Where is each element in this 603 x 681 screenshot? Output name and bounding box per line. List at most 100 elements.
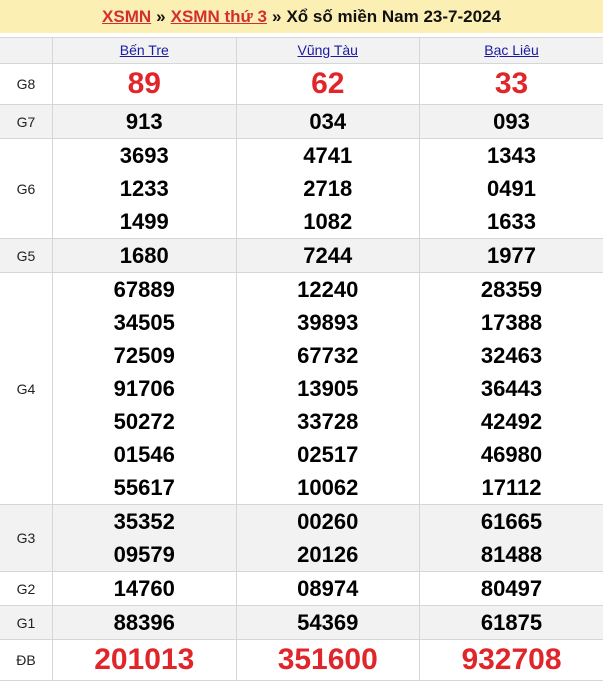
prize-number: 20126 [237, 538, 420, 571]
prize-label: G8 [0, 64, 53, 105]
prize-number: 913 [53, 105, 236, 138]
province-link-vung-tau[interactable]: Vũng Tàu [298, 42, 358, 58]
prize-number: 46980 [420, 438, 603, 471]
prize-number: 61875 [420, 606, 603, 639]
prize-number: 14760 [53, 572, 236, 605]
prize-cell: 14760 [53, 572, 237, 606]
prize-label: G7 [0, 105, 53, 139]
prize-cell: 89 [53, 64, 237, 105]
prize-number: 17388 [420, 306, 603, 339]
prize-number: 13905 [237, 372, 420, 405]
prize-number: 89 [53, 64, 236, 104]
prize-cell: 932708 [420, 640, 603, 681]
province-link-ben-tre[interactable]: Bến Tre [120, 42, 169, 58]
prize-cell: 33 [420, 64, 603, 105]
prize-number: 093 [420, 105, 603, 138]
prize-label: G6 [0, 139, 53, 239]
prize-number: 32463 [420, 339, 603, 372]
prize-label: G2 [0, 572, 53, 606]
breadcrumb: XSMN » XSMN thứ 3 » Xổ số miền Nam 23-7-… [0, 0, 603, 33]
breadcrumb-link-xsmn-thu-3[interactable]: XSMN thứ 3 [171, 7, 267, 27]
prize-cell: 7244 [236, 239, 420, 273]
prize-number: 1977 [420, 239, 603, 272]
prize-number: 351600 [237, 640, 420, 680]
prize-number: 1499 [53, 205, 236, 238]
breadcrumb-separator: » [156, 7, 165, 27]
prize-number: 36443 [420, 372, 603, 405]
prize-cell: 1680 [53, 239, 237, 273]
prize-cell: 201013 [53, 640, 237, 681]
prize-number: 91706 [53, 372, 236, 405]
prize-number: 2718 [237, 172, 420, 205]
prize-number: 33 [420, 64, 603, 104]
prize-cell: 913 [53, 105, 237, 139]
province-link-bac-lieu[interactable]: Bạc Liêu [484, 42, 538, 58]
page-title: Xổ số miền Nam 23-7-2024 [286, 7, 500, 27]
breadcrumb-separator: » [272, 7, 281, 27]
prize-number: 1233 [53, 172, 236, 205]
prize-number: 1680 [53, 239, 236, 272]
header-province: Bạc Liêu [420, 38, 603, 64]
prize-number: 88396 [53, 606, 236, 639]
prize-cell: 80497 [420, 572, 603, 606]
table-header-row: Bến Tre Vũng Tàu Bạc Liêu [0, 38, 603, 64]
prize-number: 7244 [237, 239, 420, 272]
breadcrumb-link-xsmn[interactable]: XSMN [102, 7, 151, 27]
prize-number: 33728 [237, 405, 420, 438]
prize-number: 4741 [237, 139, 420, 172]
prize-number: 35352 [53, 505, 236, 538]
prize-label: G1 [0, 606, 53, 640]
prize-number: 61665 [420, 505, 603, 538]
header-province: Vũng Tàu [236, 38, 420, 64]
prize-label: G4 [0, 273, 53, 505]
prize-cell: 54369 [236, 606, 420, 640]
prize-number: 1633 [420, 205, 603, 238]
prize-number: 1343 [420, 139, 603, 172]
prize-number: 034 [237, 105, 420, 138]
prize-label: G5 [0, 239, 53, 273]
prize-number: 1082 [237, 205, 420, 238]
prize-number: 81488 [420, 538, 603, 571]
prize-cell: 62 [236, 64, 420, 105]
prize-cell: 351600 [236, 640, 420, 681]
prize-number: 932708 [420, 640, 603, 680]
prize-number: 39893 [237, 306, 420, 339]
prize-cell: 093 [420, 105, 603, 139]
prize-number: 67889 [53, 273, 236, 306]
header-empty-cell [0, 38, 53, 64]
prize-number: 62 [237, 64, 420, 104]
prize-number: 09579 [53, 538, 236, 571]
prize-number: 34505 [53, 306, 236, 339]
prize-number: 0491 [420, 172, 603, 205]
prize-number: 72509 [53, 339, 236, 372]
prize-number: 54369 [237, 606, 420, 639]
prize-number: 08974 [237, 572, 420, 605]
prize-number: 00260 [237, 505, 420, 538]
prize-number: 50272 [53, 405, 236, 438]
prize-number: 42492 [420, 405, 603, 438]
prize-label: ĐB [0, 640, 53, 681]
prize-cell: 88396 [53, 606, 237, 640]
prize-cell: 034 [236, 105, 420, 139]
prize-number: 201013 [53, 640, 236, 680]
prize-cell: 61875 [420, 606, 603, 640]
prize-number: 12240 [237, 273, 420, 306]
prize-number: 80497 [420, 572, 603, 605]
